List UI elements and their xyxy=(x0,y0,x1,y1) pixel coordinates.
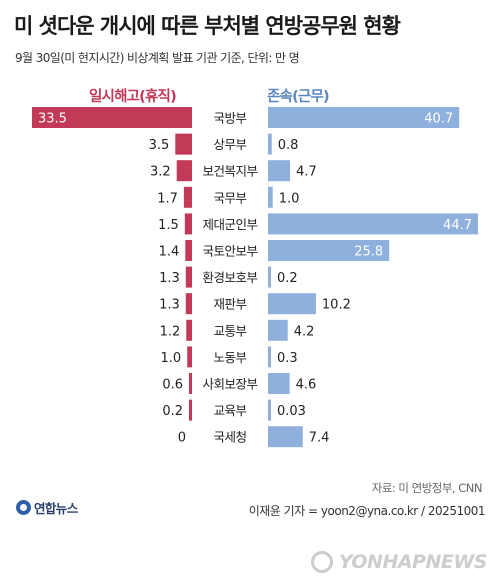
bar-excepted xyxy=(268,426,303,448)
legend-excepted: 존속(근무) xyxy=(267,89,330,105)
label-furlough: 0.6 xyxy=(162,378,183,393)
bar-excepted xyxy=(268,213,478,235)
label-furlough: 1.0 xyxy=(161,351,182,366)
label-furlough: 0 xyxy=(178,431,186,446)
label-excepted: 4.6 xyxy=(296,378,317,393)
bar-excepted xyxy=(268,186,273,208)
category-label: 노동부 xyxy=(213,350,246,365)
bar-excepted xyxy=(268,266,271,288)
yonhap-logo-icon xyxy=(16,500,31,515)
butterfly-bar-chart: 33.5 국방부 40.7 3.5 상무부 0.8 3.2 보건복지부 4.7 1.7 국무부 1.0… xyxy=(32,107,478,448)
bar-furlough xyxy=(186,319,192,341)
label-excepted: 4.2 xyxy=(294,324,315,339)
legend-furlough: 일시해고(휴직) xyxy=(89,89,177,105)
watermark-text: YONHAPNEWS xyxy=(338,551,488,573)
label-furlough: 3.2 xyxy=(150,165,171,180)
label-furlough: 1.5 xyxy=(158,218,179,233)
category-label: 교통부 xyxy=(213,323,246,338)
category-label: 국세청 xyxy=(213,430,246,445)
label-furlough: 1.3 xyxy=(159,271,180,286)
category-label: 제대군인부 xyxy=(202,217,257,232)
bar-furlough xyxy=(189,373,192,394)
label-excepted: 10.2 xyxy=(322,298,351,313)
label-excepted: 40.7 xyxy=(424,112,453,127)
label-excepted: 25.8 xyxy=(354,245,383,260)
bar-furlough xyxy=(185,240,192,261)
label-excepted: 44.7 xyxy=(443,218,472,233)
bar-excepted xyxy=(268,107,460,128)
yonhap-logo-text: 연합뉴스 xyxy=(34,501,78,516)
bar-furlough xyxy=(32,107,192,128)
bar-furlough xyxy=(187,346,192,368)
category-label: 보건복지부 xyxy=(202,164,257,179)
bar-excepted xyxy=(268,319,288,341)
bar-excepted xyxy=(268,346,271,368)
bar-furlough xyxy=(175,133,192,155)
category-label: 국토안보부 xyxy=(202,244,257,259)
category-label: 국방부 xyxy=(213,111,246,126)
label-furlough: 1.2 xyxy=(160,324,181,339)
category-label: 국무부 xyxy=(213,190,246,205)
label-furlough: 3.5 xyxy=(149,138,170,153)
bar-excepted xyxy=(268,373,290,394)
bar-excepted xyxy=(268,293,316,315)
bar-furlough xyxy=(185,293,192,315)
label-excepted: 0.2 xyxy=(277,271,298,286)
label-excepted: 4.7 xyxy=(296,165,317,180)
category-label: 교육부 xyxy=(213,403,246,418)
yonhap-watermark: YONHAPNEWS xyxy=(310,551,488,573)
label-furlough: 1.7 xyxy=(157,191,178,206)
category-label: 환경보호부 xyxy=(202,270,257,285)
label-excepted: 0.3 xyxy=(277,351,298,366)
source-note: 자료: 미 연방정부, CNN xyxy=(371,481,483,495)
bar-excepted xyxy=(268,160,291,182)
label-furlough: 1.3 xyxy=(159,298,180,313)
label-excepted: 7.4 xyxy=(309,431,330,446)
bar-furlough xyxy=(189,399,192,421)
bar-furlough xyxy=(184,213,192,235)
bar-furlough xyxy=(183,186,192,208)
reporter-credit: 이재윤 기자 = yoon2@yna.co.kr / 20251001 xyxy=(248,504,486,518)
label-furlough: 0.2 xyxy=(162,404,183,419)
chart-subtitle: 9월 30일(미 현지시간) 비상계획 발표 기관 기준, 단위: 만 명 xyxy=(15,51,300,65)
category-label: 상무부 xyxy=(213,137,246,152)
label-excepted: 0.03 xyxy=(277,404,306,419)
label-excepted: 0.8 xyxy=(278,138,299,153)
watermark-icon xyxy=(310,551,333,573)
category-label: 사회보장부 xyxy=(202,377,257,392)
label-furlough: 33.5 xyxy=(38,112,67,127)
label-furlough: 1.4 xyxy=(159,245,180,260)
bar-furlough xyxy=(185,266,192,288)
chart-title: 미 셧다운 개시에 따른 부처별 연방공무원 현황 xyxy=(14,14,401,38)
label-excepted: 1.0 xyxy=(279,191,300,206)
bar-excepted xyxy=(268,399,271,421)
bar-furlough xyxy=(176,160,192,182)
bar-excepted xyxy=(268,240,390,261)
bar-excepted xyxy=(268,133,272,155)
category-label: 재판부 xyxy=(213,297,246,312)
yonhap-logo: 연합뉴스 xyxy=(16,498,78,517)
